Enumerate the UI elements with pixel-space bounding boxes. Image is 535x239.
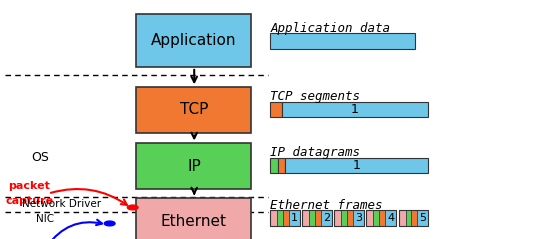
Text: TCP: TCP	[180, 103, 208, 117]
Bar	[302, 210, 332, 226]
Text: Application: Application	[151, 33, 236, 48]
Bar	[347, 210, 353, 226]
Bar	[285, 158, 428, 173]
Text: OS: OS	[31, 151, 49, 164]
Bar	[270, 210, 300, 226]
Bar	[136, 143, 251, 189]
Bar	[341, 210, 347, 226]
Bar	[373, 210, 379, 226]
Text: IP datagrams: IP datagrams	[270, 147, 360, 159]
Text: Ethernet: Ethernet	[161, 214, 227, 228]
Text: IP: IP	[187, 159, 201, 174]
Text: 1: 1	[351, 103, 359, 116]
Bar	[277, 210, 283, 226]
Text: 1: 1	[353, 159, 360, 172]
Bar	[315, 210, 321, 226]
Bar	[399, 210, 428, 226]
Bar	[302, 210, 309, 226]
Text: packet: packet	[9, 181, 50, 191]
Bar	[309, 210, 315, 226]
Bar	[321, 210, 332, 226]
Bar	[417, 210, 428, 226]
Bar	[270, 210, 277, 226]
Text: capture: capture	[5, 196, 54, 206]
Bar	[278, 158, 285, 173]
Bar	[282, 102, 428, 117]
Bar	[334, 210, 341, 226]
Text: NIC: NIC	[36, 214, 55, 224]
Bar	[270, 33, 415, 49]
Bar	[406, 210, 411, 226]
Bar	[289, 210, 300, 226]
Bar	[136, 87, 251, 133]
Bar	[366, 210, 373, 226]
Bar	[136, 14, 251, 67]
Text: TCP segments: TCP segments	[270, 90, 360, 103]
Bar	[334, 210, 364, 226]
Text: Network Driver: Network Driver	[22, 199, 101, 209]
Bar	[366, 210, 396, 226]
Bar	[411, 210, 417, 226]
Bar	[270, 102, 282, 117]
Bar	[385, 210, 396, 226]
Bar	[283, 210, 289, 226]
Bar	[136, 198, 251, 239]
Text: Application data: Application data	[270, 22, 390, 35]
Circle shape	[127, 205, 138, 210]
Text: 2: 2	[323, 213, 330, 223]
Text: 4: 4	[387, 213, 394, 223]
Bar	[399, 210, 406, 226]
Bar	[353, 210, 364, 226]
Text: 5: 5	[419, 213, 426, 223]
Bar	[379, 210, 385, 226]
Text: 1: 1	[291, 213, 298, 223]
Bar	[270, 158, 278, 173]
Text: Ethernet frames: Ethernet frames	[270, 199, 383, 212]
Text: 3: 3	[355, 213, 362, 223]
Circle shape	[104, 221, 115, 226]
